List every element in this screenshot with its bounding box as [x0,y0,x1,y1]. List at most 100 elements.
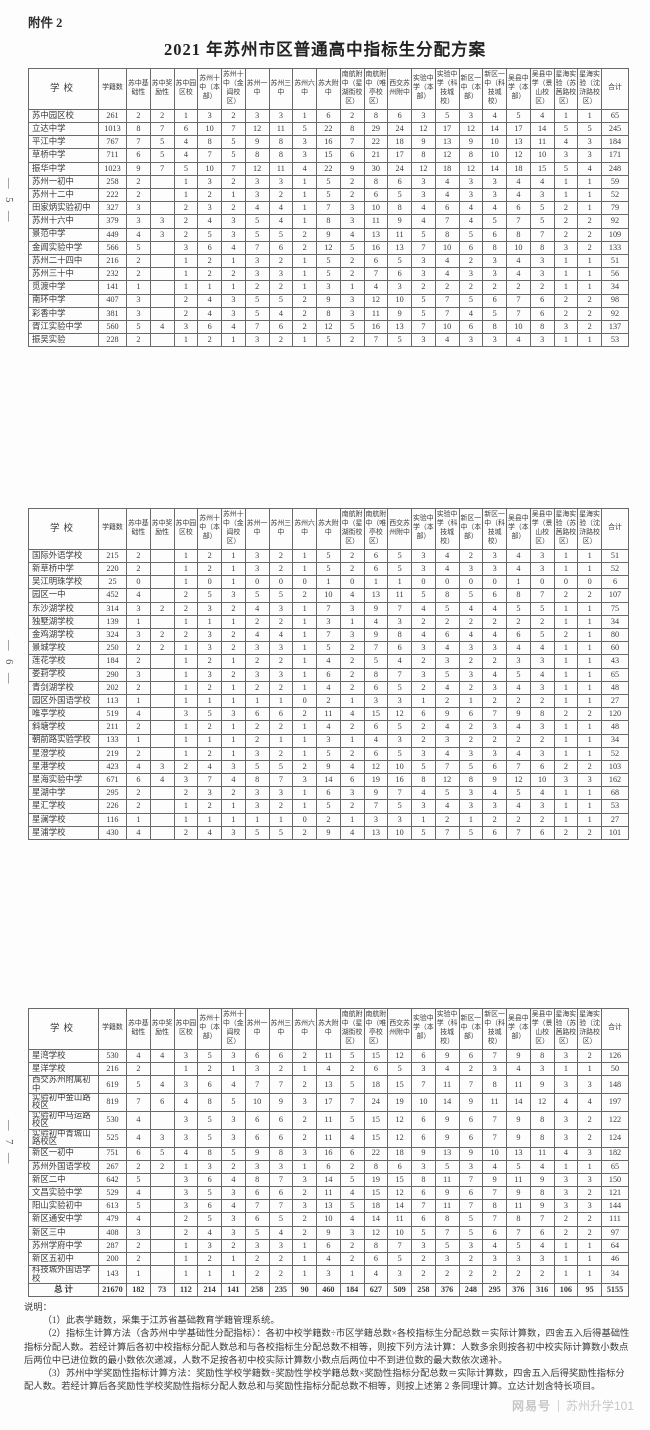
value-cell: 5 [197,1212,222,1227]
value-cell: 59 [601,174,629,190]
table-row: 星汇学校 226 2 1 2 1 3 2 1 5 2 7 5 3 4 3 3 4 3 1 1 53 [28,799,629,814]
value-cell: 2 [411,1251,436,1267]
value-cell: 1 [173,641,199,656]
value-cell: 7 [244,1075,270,1095]
value-cell: 7 [387,667,412,682]
value-cell: 2 [149,627,175,643]
value-cell: 1 [577,746,602,761]
value-cell: 6 [244,1128,270,1148]
value-cell: 4 [434,548,460,564]
value-cell: 449 [98,227,127,242]
value-cell: 2 [339,333,365,348]
value-cell: 92 [601,306,629,321]
value-cell: 16 [363,319,389,335]
value-cell: 5 [316,174,341,190]
value-cell: 3 [268,1238,294,1254]
value-cell: 2 [411,733,436,748]
value-cell: 222 [98,187,127,203]
value-cell: 0 [458,575,484,590]
value-cell: 139 [98,614,127,630]
value-cell: 3 [458,786,484,801]
table-row: 星湖中学 295 2 2 3 2 3 3 1 6 3 9 7 4 5 3 4 5 4 1 1 68 [28,786,629,801]
value-cell: 3 [173,1075,199,1095]
value-cell: 106 [553,1282,579,1298]
value-cell: 2 [221,641,246,656]
value-cell: 3 [221,227,246,242]
column-header: 苏州三中 [268,508,294,550]
value-cell [149,1225,175,1240]
value-cell: 8 [482,240,507,255]
value-cell: 316 [529,1282,555,1298]
value-cell: 3 [126,601,151,616]
value-cell: 4 [221,1172,246,1188]
table-row: 斜塘学校 211 2 1 2 1 2 2 1 4 2 6 5 2 4 2 3 4 3 1 1 48 [28,720,629,735]
value-cell: 1 [292,1265,317,1284]
allocation-table-section-1: 学校 学籍数 苏中基础性 苏中奖励性 苏中园区校 苏州十中（本部） 苏州十中（金阊校区） 苏州… [28,68,629,348]
value-cell: 216 [98,1062,127,1077]
value-cell: 16 [387,773,412,788]
value-cell: 3 [221,214,246,229]
value-cell: 3 [577,1172,602,1188]
page-title: 2021 年苏州市区普通高中指标生分配方案 [163,40,487,59]
value-cell [149,1110,175,1130]
value-cell: 3 [316,614,341,630]
value-cell: 4 [506,641,531,656]
value-cell: 4 [316,680,341,695]
value-cell: 19 [363,1172,389,1188]
school-name-cell: 觅渡中学 [28,280,99,295]
value-cell: 1 [553,187,579,203]
school-name-cell: 星澜学校 [28,812,99,827]
value-cell: 4 [506,1062,531,1077]
watermark-brand-logo: 网易号 [511,1399,551,1413]
table-row: 星浦学校 430 4 2 4 3 5 5 2 9 4 13 10 5 7 5 6 7 6 2 2 101 [28,825,629,841]
column-header: 星海实验（苏茜路校区） [553,1008,579,1050]
value-cell: 0 [339,575,365,590]
value-cell: 6 [529,759,555,775]
value-cell: 6 [363,680,389,695]
value-cell: 3 [411,108,436,124]
column-header: 实验中学（本部） [411,508,436,550]
value-cell: 7 [411,1199,436,1214]
value-cell: 7 [268,773,294,788]
value-cell: 1 [553,799,579,814]
value-cell: 3 [126,667,151,682]
value-cell: 13 [506,135,531,150]
value-cell: 12 [506,773,531,788]
value-cell: 4 [506,253,531,269]
allocation-table-section-3: 学校 学籍数 苏中基础性 苏中奖励性 苏中园区校 苏州十中（本部） 苏州十中（金阊校区） 苏州… [28,1008,629,1298]
value-cell: 10 [434,319,460,335]
column-header: 苏中园区校 [173,68,199,110]
value-cell: 7 [244,319,270,335]
value-cell: 5 [221,135,246,150]
column-header: 新区一中（科技城校） [482,1008,507,1050]
value-cell [149,680,175,695]
value-cell: 3 [316,280,341,295]
value-cell: 2 [268,187,294,203]
value-cell: 9 [316,825,341,841]
value-cell: 5 [149,1146,175,1161]
value-cell: 1 [197,693,222,709]
value-cell: 5 [458,1225,484,1240]
value-cell: 3 [553,319,579,335]
column-header: 实验中学（本部） [411,1008,436,1050]
value-cell: 1 [553,1062,579,1077]
value-cell: 3 [458,746,484,761]
value-cell: 7 [482,1048,507,1064]
value-cell: 408 [98,1225,127,1240]
value-cell: 1 [577,614,602,630]
value-cell: 767 [98,135,127,150]
value-cell: 4 [339,759,365,775]
value-cell: 12 [387,707,412,722]
value-cell: 141 [221,1282,246,1298]
value-cell: 1 [292,1159,317,1174]
value-cell: 3 [482,746,507,761]
value-cell: 2 [173,201,199,216]
value-cell: 3 [268,667,294,682]
school-name-cell: 东沙湖学校 [28,601,99,616]
value-cell: 10 [363,201,389,216]
value-cell: 6 [363,187,389,203]
value-cell: 4 [434,187,460,203]
value-cell: 143 [98,1265,127,1284]
value-cell: 2 [482,812,507,827]
value-cell: 3 [244,253,270,269]
